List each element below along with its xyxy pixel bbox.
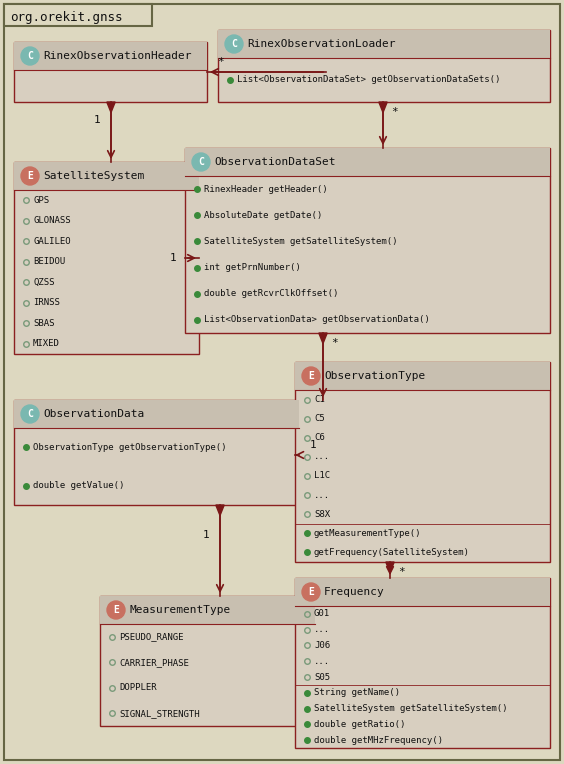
Text: Frequency: Frequency <box>324 587 385 597</box>
Bar <box>295 362 550 390</box>
Circle shape <box>302 583 320 601</box>
Text: ObservationData: ObservationData <box>43 409 144 419</box>
Bar <box>295 578 550 748</box>
Bar <box>14 400 299 505</box>
Circle shape <box>21 405 39 423</box>
Text: RinexHeader getHeader(): RinexHeader getHeader() <box>204 185 328 193</box>
Text: E: E <box>308 587 314 597</box>
Text: C: C <box>231 39 237 49</box>
Circle shape <box>107 601 125 619</box>
Text: ObservationDataSet: ObservationDataSet <box>214 157 336 167</box>
Bar <box>185 148 550 176</box>
Text: *: * <box>218 57 224 67</box>
Text: int getPrnNumber(): int getPrnNumber() <box>204 263 301 272</box>
Text: 1: 1 <box>170 253 177 263</box>
Polygon shape <box>107 102 115 112</box>
Text: RinexObservationHeader: RinexObservationHeader <box>43 51 192 61</box>
Circle shape <box>192 153 210 171</box>
Text: CARRIER_PHASE: CARRIER_PHASE <box>119 658 189 667</box>
Bar <box>295 578 550 606</box>
Text: DOPPLER: DOPPLER <box>119 683 157 692</box>
Text: C: C <box>198 157 204 167</box>
Text: IRNSS: IRNSS <box>33 298 60 307</box>
Bar <box>4 4 152 26</box>
Text: GALILEO: GALILEO <box>33 237 70 246</box>
Circle shape <box>302 367 320 385</box>
Text: GLONASS: GLONASS <box>33 216 70 225</box>
Text: double getRatio(): double getRatio() <box>314 720 406 729</box>
Text: ...: ... <box>314 490 330 500</box>
Bar <box>100 596 315 624</box>
Text: List<ObservationData> getObservationData(): List<ObservationData> getObservationData… <box>204 316 430 325</box>
Text: ...: ... <box>314 625 330 634</box>
Text: getFrequency(SatelliteSystem): getFrequency(SatelliteSystem) <box>314 548 470 557</box>
Polygon shape <box>386 562 394 572</box>
Text: PSEUDO_RANGE: PSEUDO_RANGE <box>119 633 183 641</box>
Text: ...: ... <box>314 452 330 461</box>
Bar <box>14 162 199 354</box>
Bar <box>14 42 207 102</box>
Text: ObservationType getObservationType(): ObservationType getObservationType() <box>33 443 227 452</box>
Text: J06: J06 <box>314 641 330 650</box>
Bar <box>185 148 550 333</box>
Text: 1: 1 <box>310 440 316 450</box>
Bar <box>100 596 315 726</box>
Text: ...: ... <box>314 657 330 665</box>
Text: double getRcvrClkOffset(): double getRcvrClkOffset() <box>204 290 338 298</box>
Text: E: E <box>27 171 33 181</box>
Circle shape <box>21 47 39 65</box>
Bar <box>218 30 550 102</box>
Text: *: * <box>399 567 406 577</box>
Text: SatelliteSystem: SatelliteSystem <box>43 171 144 181</box>
Text: double getValue(): double getValue() <box>33 481 125 490</box>
Polygon shape <box>216 505 224 516</box>
Polygon shape <box>319 333 327 344</box>
Bar <box>295 362 550 562</box>
Text: AbsoluteDate getDate(): AbsoluteDate getDate() <box>204 211 322 220</box>
Bar <box>14 42 207 70</box>
Text: SIGNAL_STRENGTH: SIGNAL_STRENGTH <box>119 709 200 717</box>
Text: String getName(): String getName() <box>314 688 400 698</box>
Text: C6: C6 <box>314 433 325 442</box>
Text: *: * <box>332 338 338 348</box>
Text: getMeasurementType(): getMeasurementType() <box>314 529 421 538</box>
Text: MeasurementType: MeasurementType <box>129 605 230 615</box>
Text: org.orekit.gnss: org.orekit.gnss <box>10 11 122 24</box>
Text: GPS: GPS <box>33 196 49 205</box>
Text: E: E <box>308 371 314 381</box>
Text: MIXED: MIXED <box>33 339 60 348</box>
Text: QZSS: QZSS <box>33 278 55 286</box>
Text: S8X: S8X <box>314 510 330 519</box>
Text: double getMHzFrequency(): double getMHzFrequency() <box>314 736 443 745</box>
Text: SatelliteSystem getSatelliteSystem(): SatelliteSystem getSatelliteSystem() <box>204 237 398 246</box>
Text: G01: G01 <box>314 610 330 618</box>
Text: C5: C5 <box>314 414 325 423</box>
Text: SatelliteSystem getSatelliteSystem(): SatelliteSystem getSatelliteSystem() <box>314 704 508 713</box>
Text: SBAS: SBAS <box>33 319 55 328</box>
Text: S05: S05 <box>314 672 330 681</box>
Text: 1: 1 <box>202 530 209 540</box>
Bar <box>218 30 550 58</box>
Text: C: C <box>27 409 33 419</box>
Text: BEIDOU: BEIDOU <box>33 257 65 266</box>
Circle shape <box>21 167 39 185</box>
Text: List<ObservationDataSet> getObservationDataSets(): List<ObservationDataSet> getObservationD… <box>237 76 500 85</box>
Text: RinexObservationLoader: RinexObservationLoader <box>247 39 395 49</box>
Circle shape <box>225 35 243 53</box>
Text: *: * <box>391 107 398 117</box>
Bar <box>14 162 199 190</box>
Text: 1: 1 <box>94 115 100 125</box>
Text: E: E <box>113 605 119 615</box>
Text: C1: C1 <box>314 395 325 404</box>
Text: C: C <box>27 51 33 61</box>
Polygon shape <box>379 102 387 112</box>
Text: L1C: L1C <box>314 471 330 481</box>
Bar <box>14 400 299 428</box>
Text: ObservationType: ObservationType <box>324 371 425 381</box>
